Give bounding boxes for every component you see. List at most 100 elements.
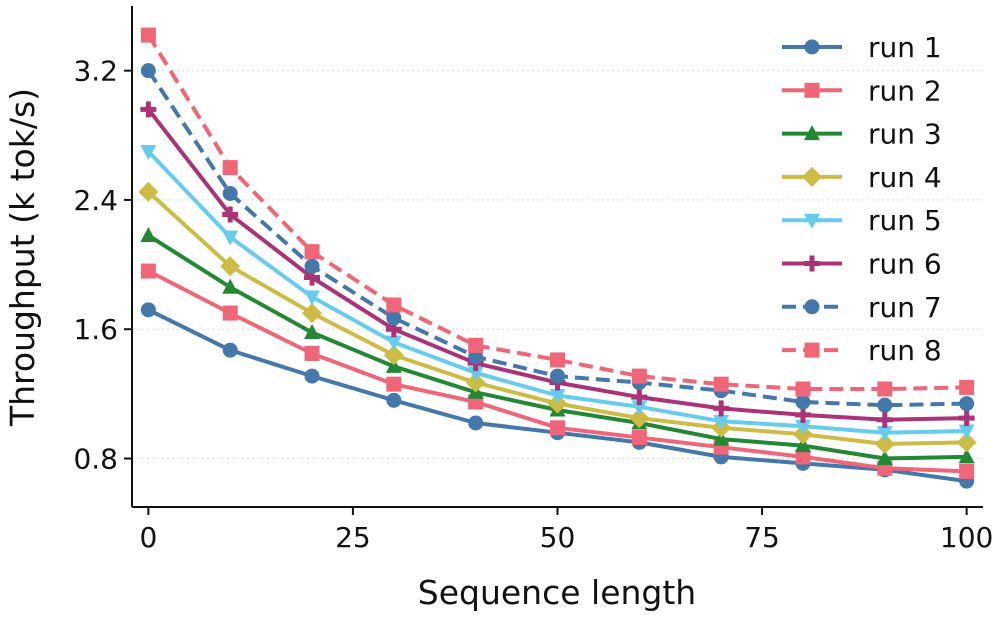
data-point-s8-1 <box>222 160 238 176</box>
data-point-s8-4 <box>468 337 484 353</box>
y-tick-label-3: 3.2 <box>73 55 118 88</box>
x-tick-label-4: 100 <box>940 521 993 554</box>
data-point-s4-0 <box>138 181 159 202</box>
legend-item-5: run 5 <box>782 204 942 237</box>
data-point-s8-2 <box>304 244 320 260</box>
x-axis-title: Sequence length <box>418 573 696 612</box>
grid <box>132 70 983 460</box>
legend-marker-2 <box>804 82 820 98</box>
data-point-s5-0 <box>140 144 157 160</box>
y-tick-label-0: 0.8 <box>73 443 118 476</box>
data-point-s8-3 <box>386 297 402 313</box>
data-point-s8-9 <box>877 381 893 397</box>
data-point-s5-6 <box>631 400 648 416</box>
legend-item-6: run 6 <box>782 248 942 281</box>
data-point-s7-8 <box>795 394 811 410</box>
data-point-s2-6 <box>631 430 647 446</box>
data-point-s7-3 <box>386 310 402 326</box>
data-point-s6-10 <box>958 410 975 427</box>
y-tick-label-2: 2.4 <box>73 184 118 217</box>
data-point-s3-7 <box>713 430 730 446</box>
legend-label-8: run 8 <box>868 334 942 367</box>
legend-marker-6 <box>804 255 820 272</box>
legend-label-2: run 2 <box>868 74 942 107</box>
legend-marker-3 <box>804 125 820 141</box>
data-point-s2-5 <box>550 420 565 436</box>
y-tick-label-1: 1.6 <box>73 313 118 346</box>
legend-item-3: run 3 <box>782 118 942 151</box>
data-point-s7-9 <box>877 397 893 413</box>
data-point-s7-2 <box>304 258 320 274</box>
data-point-s2-0 <box>140 263 156 279</box>
axes: 0 25 50 75 100 0.8 1.6 2.4 3.2 <box>73 6 993 554</box>
legend-marker-4 <box>802 166 822 187</box>
data-point-s5-7 <box>713 414 730 430</box>
data-point-s6-8 <box>794 406 811 423</box>
data-point-s7-0 <box>140 63 156 79</box>
legend: run 1 run 2 run 3 run 4 run 5 run 6 run 7 run 8 <box>782 31 942 367</box>
legend-label-6: run 6 <box>868 248 942 281</box>
data-point-s8-5 <box>550 352 565 368</box>
data-point-s5-9 <box>876 426 893 442</box>
data-point-s4-1 <box>220 256 241 277</box>
data-point-s2-1 <box>222 305 238 321</box>
data-point-s3-0 <box>140 226 157 242</box>
data-point-s6-7 <box>713 400 730 417</box>
data-point-s5-3 <box>385 335 402 351</box>
data-point-s5-4 <box>467 366 484 382</box>
data-point-s4-9 <box>874 433 895 454</box>
y-axis-title: Throughput (k tok/s) <box>3 88 42 427</box>
series-layer <box>138 27 977 489</box>
series-2 <box>140 263 975 479</box>
data-point-s3-10 <box>958 448 975 464</box>
data-point-s3-3 <box>385 357 402 373</box>
data-point-s4-4 <box>465 372 486 393</box>
data-point-s2-10 <box>959 463 975 479</box>
x-tick-label-2: 50 <box>540 521 576 554</box>
data-point-s4-10 <box>956 432 977 453</box>
data-point-s6-0 <box>140 101 157 118</box>
legend-item-1: run 1 <box>782 31 942 64</box>
legend-marker-7 <box>804 299 820 315</box>
series-8 <box>140 27 975 397</box>
data-point-s5-8 <box>794 419 811 435</box>
data-point-s4-3 <box>383 345 404 366</box>
data-point-s4-2 <box>302 303 323 324</box>
data-point-s6-6 <box>631 389 648 406</box>
data-point-s2-2 <box>304 345 320 361</box>
data-point-s2-3 <box>386 376 402 392</box>
data-point-s8-10 <box>959 379 975 395</box>
data-point-s8-6 <box>631 368 647 384</box>
data-point-s7-10 <box>959 396 975 412</box>
data-point-s3-9 <box>876 450 893 466</box>
legend-label-5: run 5 <box>868 204 942 237</box>
legend-label-4: run 4 <box>868 161 942 194</box>
data-point-s6-9 <box>876 411 893 428</box>
legend-item-8: run 8 <box>782 334 942 367</box>
data-point-s5-1 <box>222 230 239 246</box>
data-point-s3-1 <box>222 278 239 294</box>
data-point-s1-2 <box>304 368 320 384</box>
data-point-s8-7 <box>713 376 729 392</box>
data-point-s5-10 <box>958 424 975 440</box>
data-point-s6-1 <box>222 206 239 223</box>
series-5 <box>140 144 975 442</box>
data-point-s1-1 <box>222 342 238 358</box>
data-point-s8-8 <box>795 381 811 397</box>
data-point-s1-0 <box>140 302 156 318</box>
data-point-s8-0 <box>140 27 156 43</box>
data-point-s7-1 <box>222 185 238 201</box>
legend-item-2: run 2 <box>782 74 942 107</box>
x-tick-label-3: 75 <box>744 521 780 554</box>
legend-marker-5 <box>804 213 820 229</box>
data-point-s2-8 <box>795 449 811 465</box>
data-point-s5-2 <box>304 290 321 306</box>
legend-marker-8 <box>804 342 820 358</box>
series-line-8 <box>146 34 967 391</box>
legend-item-4: run 4 <box>782 161 942 194</box>
legend-marker-1 <box>804 39 820 55</box>
legend-label-1: run 1 <box>868 31 942 64</box>
data-point-s1-4 <box>468 415 484 431</box>
data-point-s5-5 <box>549 388 566 404</box>
